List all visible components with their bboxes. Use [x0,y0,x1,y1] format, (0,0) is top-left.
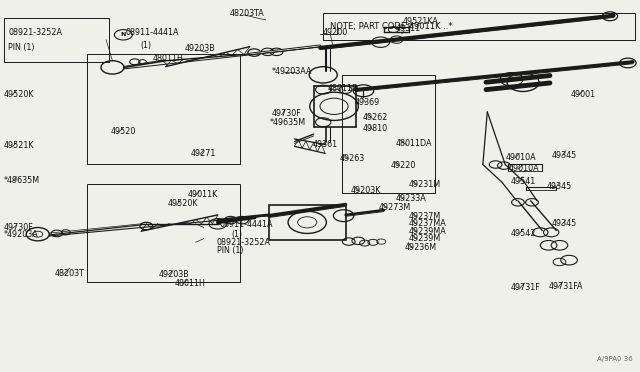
Text: *49203AA: *49203AA [272,67,312,76]
Text: 49345: 49345 [547,182,572,191]
Text: PIN (1): PIN (1) [8,43,35,52]
Text: 49521K: 49521K [4,141,35,151]
Text: NOTE; PART CODE 49011K ..*: NOTE; PART CODE 49011K ..* [330,22,452,31]
Text: 49731FA: 49731FA [548,282,583,291]
Text: 49263: 49263 [339,154,364,163]
Text: 48203T: 48203T [55,269,85,278]
Text: 49810: 49810 [363,124,388,133]
Text: 49730F: 49730F [272,109,302,118]
Text: 49200: 49200 [323,28,348,37]
Text: 08911-4441A: 08911-4441A [219,221,273,230]
Text: 49273M: 49273M [379,203,411,212]
Text: *49635M: *49635M [270,118,307,127]
Text: *49203A: *49203A [4,230,38,240]
Text: 49345: 49345 [551,151,577,160]
Text: 48203TA: 48203TA [229,9,264,18]
Text: 49311: 49311 [396,24,420,33]
Bar [87,184,240,282]
Text: 49203B: 49203B [184,44,216,52]
Text: 49541: 49541 [510,177,536,186]
Text: 49521KA: 49521KA [403,17,439,26]
Text: 48011D: 48011D [328,84,359,93]
Text: 08921-3252A: 08921-3252A [216,238,271,247]
Text: 49369: 49369 [355,99,380,108]
Text: 49231M: 49231M [408,180,440,189]
Text: 49731F: 49731F [510,283,540,292]
Bar [4,18,109,62]
Text: 49237M: 49237M [408,212,440,221]
Text: 49220: 49220 [390,161,415,170]
Text: 49520K: 49520K [168,199,198,208]
Text: (1): (1) [140,41,151,51]
Text: 49011K: 49011K [187,190,218,199]
Text: 49345: 49345 [551,219,577,228]
Text: 49520: 49520 [111,126,136,136]
Text: N: N [215,221,221,226]
Text: 49730F: 49730F [4,223,34,232]
Bar [269,205,346,240]
Text: 49271: 49271 [191,149,216,158]
Text: A/9PA0 36: A/9PA0 36 [597,356,633,362]
Text: 49361: 49361 [312,140,337,149]
Text: (1): (1) [232,230,243,239]
Text: PIN (1): PIN (1) [216,246,243,255]
Text: 49236M: 49236M [404,243,436,251]
Text: 49001: 49001 [570,90,595,99]
Text: 49233A: 49233A [396,195,426,203]
Text: 49239M: 49239M [408,234,440,243]
Text: 49203B: 49203B [159,270,190,279]
Text: 49203K: 49203K [351,186,381,195]
Text: 49237MA: 49237MA [408,219,446,228]
Circle shape [500,73,523,86]
Text: 49520K: 49520K [4,90,35,99]
Text: 48011H: 48011H [174,279,205,288]
Text: *49635M: *49635M [4,176,40,185]
Bar [323,13,635,39]
Bar [342,75,435,193]
Text: 49010A: 49010A [505,153,536,161]
Text: 49010A: 49010A [508,164,539,173]
Text: 48011H: 48011H [153,54,184,62]
Text: N: N [120,32,126,37]
Text: 48011DA: 48011DA [396,139,432,148]
Text: 49262: 49262 [363,113,388,122]
Text: 49239MA: 49239MA [408,227,446,236]
Text: 08911-4441A: 08911-4441A [125,28,179,38]
Text: 08921-3252A: 08921-3252A [8,28,62,38]
Text: 49542: 49542 [510,229,536,238]
Bar [87,54,240,164]
